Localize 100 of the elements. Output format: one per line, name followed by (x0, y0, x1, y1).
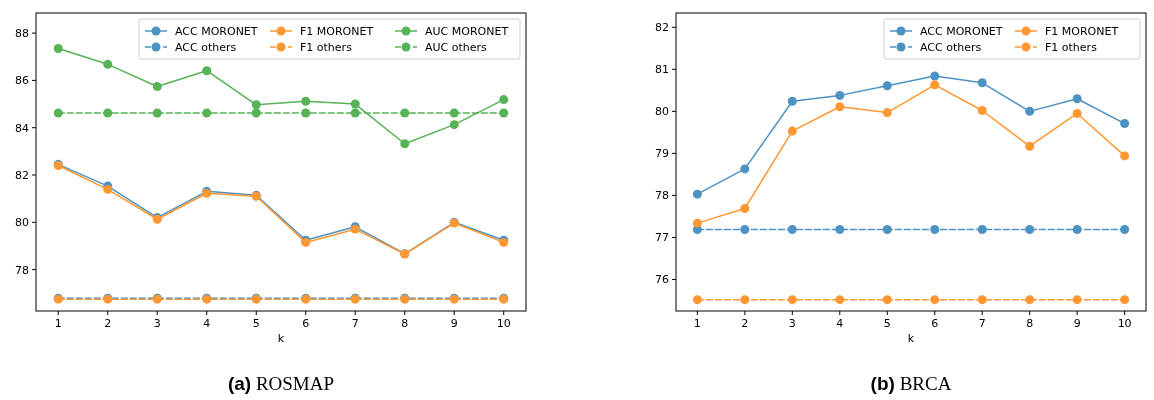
point (882, 108, 892, 118)
point (152, 108, 162, 118)
point (1025, 224, 1035, 234)
y-tick-label: 88 (15, 27, 29, 41)
legend-label: ACC others (175, 41, 237, 54)
point (740, 295, 750, 305)
x-tick-label: 8 (1026, 317, 1034, 330)
point (692, 189, 702, 199)
point (977, 295, 987, 305)
x-tick-label: 5 (252, 317, 260, 330)
point (977, 224, 987, 234)
point (251, 100, 261, 110)
point (835, 90, 845, 100)
x-tick-label: 6 (302, 317, 310, 330)
y-tick-label: 78 (15, 263, 29, 277)
point (103, 59, 113, 69)
x-tick-label: 10 (496, 317, 511, 330)
y-tick-label: 76 (655, 273, 669, 287)
point (53, 43, 63, 53)
text: (b) BRCA (870, 373, 952, 394)
legend-label: F1 MORONET (300, 25, 374, 38)
point (835, 224, 845, 234)
y-tick-label: 81 (655, 63, 669, 77)
point (449, 120, 459, 130)
x-tick-label: 3 (153, 317, 161, 330)
point (930, 80, 940, 90)
point (400, 108, 410, 118)
point (692, 218, 702, 228)
legend-label: ACC others (920, 41, 982, 54)
y-tick-label: 86 (15, 74, 29, 88)
point (449, 108, 459, 118)
point (930, 71, 940, 81)
y-tick-label: 77 (655, 231, 669, 245)
x-tick-label: 8 (401, 317, 409, 330)
x-tick-label: 10 (1117, 317, 1132, 330)
x-tick-label: 7 (351, 317, 359, 330)
point (152, 82, 162, 92)
x-tick-label: 2 (741, 317, 749, 330)
point (53, 108, 63, 118)
y-tick-label: 82 (655, 21, 669, 35)
point (400, 139, 410, 149)
x-tick-label: 4 (203, 317, 211, 330)
point (692, 295, 702, 305)
point (202, 66, 212, 76)
legend-label: F1 others (1045, 41, 1098, 54)
y-tick-label: 84 (15, 121, 29, 135)
y-tick-label: 79 (655, 147, 669, 161)
x-tick-label: 1 (693, 317, 701, 330)
point (930, 295, 940, 305)
point (740, 203, 750, 213)
text: (a) ROSMAP (227, 373, 335, 394)
y-tick-label: 78 (655, 189, 669, 203)
legend-label: AUC MORONET (425, 25, 509, 38)
point (499, 108, 509, 118)
point (350, 99, 360, 109)
point (1120, 295, 1130, 305)
point (1025, 141, 1035, 151)
x-tick-label: 4 (836, 317, 844, 330)
x-tick-label: 3 (788, 317, 796, 330)
point (202, 108, 212, 118)
point (787, 126, 797, 136)
point (301, 96, 311, 106)
point (1072, 94, 1082, 104)
point (835, 295, 845, 305)
y-tick-label: 80 (15, 216, 29, 230)
point (787, 224, 797, 234)
point (1072, 224, 1082, 234)
point (1120, 119, 1130, 129)
y-tick-label: 82 (15, 169, 29, 183)
point (977, 78, 987, 88)
x-tick-label: 9 (1073, 317, 1081, 330)
legend-label: AUC others (425, 41, 488, 54)
point (1025, 106, 1035, 116)
point (1025, 295, 1035, 305)
x-tick-label: 5 (883, 317, 891, 330)
legend-label: F1 others (300, 41, 353, 54)
point (251, 108, 261, 118)
x-tick-label: 9 (450, 317, 458, 330)
point (977, 106, 987, 116)
y-tick-label: 80 (655, 105, 669, 119)
point (882, 81, 892, 91)
x-axis-title: k (907, 332, 915, 345)
point (301, 108, 311, 118)
point (103, 108, 113, 118)
x-tick-label: 7 (978, 317, 986, 330)
legend-label: F1 MORONET (1045, 25, 1119, 38)
x-tick-label: 1 (54, 317, 62, 330)
point (350, 108, 360, 118)
x-tick-label: 6 (931, 317, 939, 330)
point (1120, 151, 1130, 161)
point (882, 224, 892, 234)
legend-label: ACC MORONET (920, 25, 1003, 38)
point (499, 95, 509, 105)
point (787, 96, 797, 106)
point (787, 295, 797, 305)
point (930, 224, 940, 234)
point (740, 224, 750, 234)
point (882, 295, 892, 305)
x-axis-title: k (277, 332, 285, 345)
legend-label: ACC MORONET (175, 25, 258, 38)
